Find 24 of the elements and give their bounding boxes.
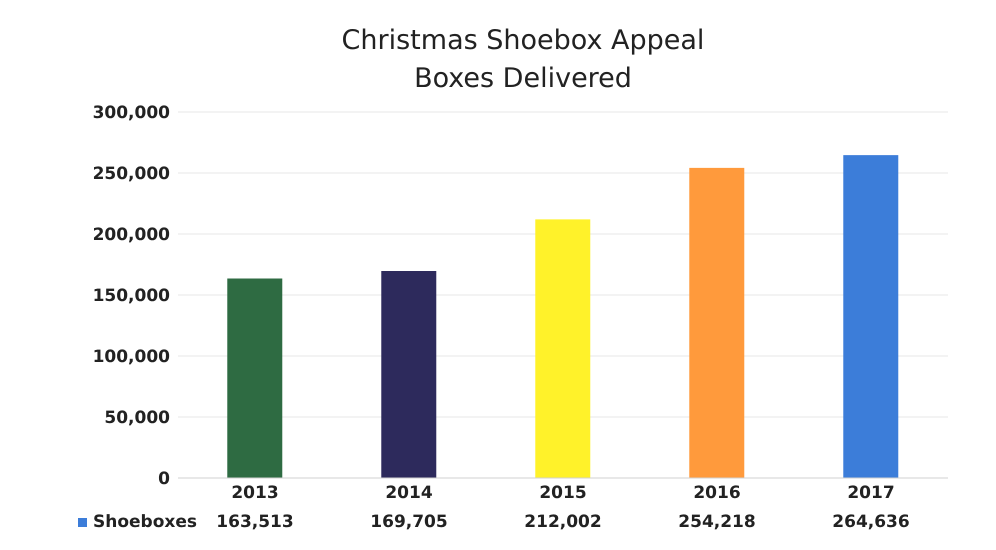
bar <box>843 155 898 478</box>
data-label: 163,513 <box>216 512 294 532</box>
bar <box>227 278 282 478</box>
data-label: 169,705 <box>369 512 449 532</box>
y-tick-label: 150,000 <box>92 286 170 306</box>
data-label: 264,636 <box>831 512 911 532</box>
y-tick-label: 250,000 <box>92 164 170 184</box>
x-tick-label: 2013 <box>231 483 279 504</box>
x-tick-label: 2015 <box>539 483 587 504</box>
x-tick-label: 2016 <box>693 483 741 504</box>
y-tick-label: 100,000 <box>92 347 170 368</box>
chart-title: Christmas Shoebox Appeal Boxes Delivered <box>340 24 706 96</box>
bar <box>535 219 590 478</box>
bar <box>689 168 744 478</box>
bar <box>381 270 436 478</box>
y-tick-label: 200,000 <box>92 225 170 246</box>
x-tick-label: 2014 <box>385 483 433 504</box>
y-tick-label: 300,000 <box>92 103 170 124</box>
legend-label: Shoeboxes <box>93 512 198 532</box>
y-tick-label: 0 <box>158 469 170 490</box>
data-label: 254,218 <box>677 512 757 532</box>
data-label: 212,002 <box>523 512 603 532</box>
x-tick-label: 2017 <box>847 483 895 504</box>
y-tick-label: 50,000 <box>104 408 170 428</box>
